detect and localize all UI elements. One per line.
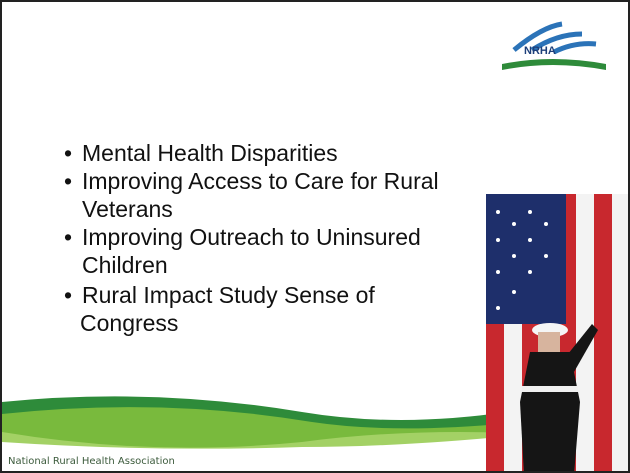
bullet-line: Veterans (82, 196, 173, 222)
bullet: • (64, 224, 73, 250)
bullet: • (64, 168, 73, 194)
bullet-line: Congress (80, 310, 179, 336)
green-wave (2, 392, 628, 449)
logo-text: NRHA (524, 45, 556, 57)
bullet-line: Children (82, 252, 168, 278)
bullet-line: Mental Health Disparities (82, 140, 338, 166)
bullet-line: Rural Impact Study Sense of (82, 282, 375, 308)
bullet: • (64, 282, 73, 308)
photo (486, 194, 628, 471)
bullet-line: Improving Outreach to Uninsured (82, 224, 421, 250)
bullet: • (64, 140, 73, 166)
logo: NRHA (502, 21, 606, 70)
bullet-line: Improving Access to Care for Rural (82, 168, 439, 194)
footer: National Rural Health Association (8, 456, 175, 467)
